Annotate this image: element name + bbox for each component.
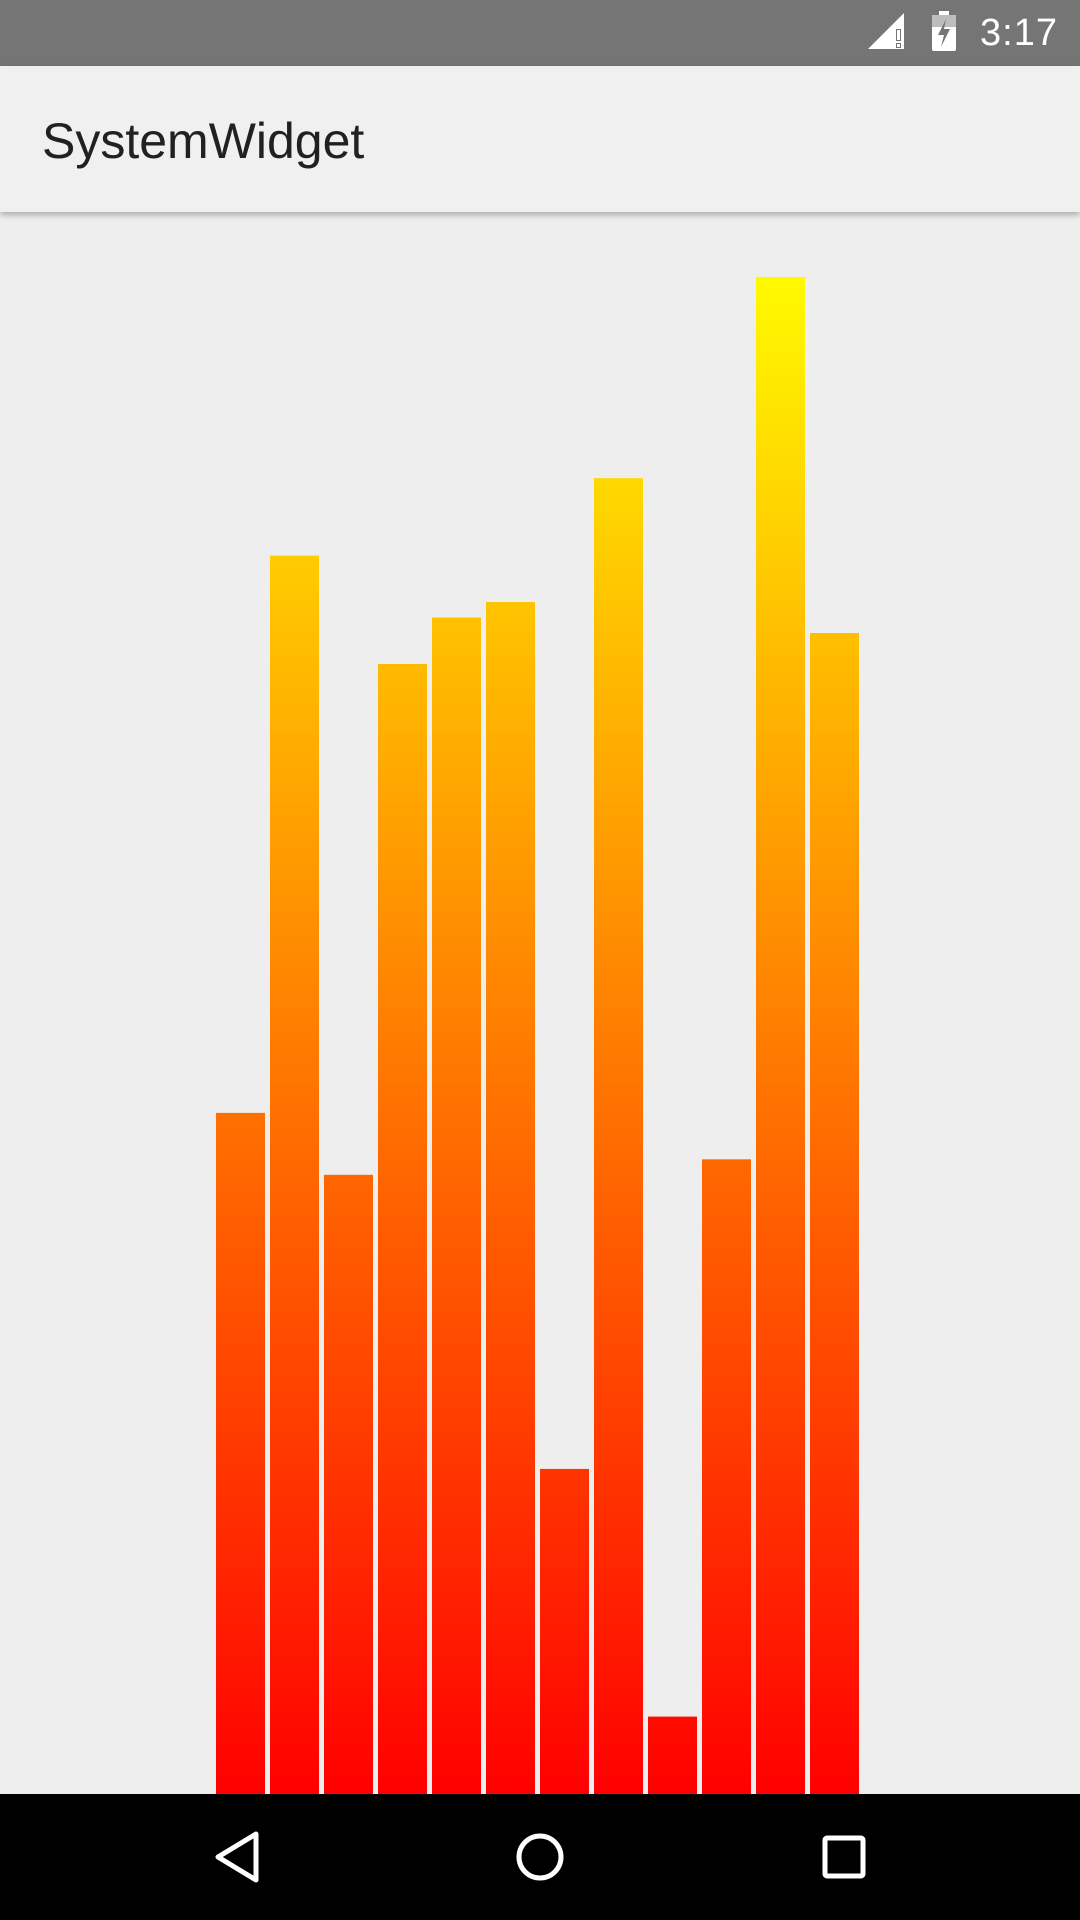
battery-charging-icon	[930, 10, 958, 56]
chart-bar-1	[216, 1112, 265, 1794]
chart-bar-2	[270, 555, 319, 1794]
app-title: SystemWidget	[42, 113, 365, 169]
chart-bar-8	[594, 478, 643, 1794]
app-bar: SystemWidget	[0, 66, 1080, 212]
chart-bar-5	[432, 617, 481, 1794]
chart-area	[0, 212, 1080, 1794]
home-button[interactable]	[480, 1794, 600, 1920]
signal-icon	[866, 11, 908, 56]
chart-bar-12	[810, 633, 859, 1794]
chart-bar-9	[648, 1716, 697, 1794]
home-icon	[516, 1833, 564, 1881]
back-icon	[215, 1831, 259, 1883]
chart-bar-4	[378, 663, 427, 1794]
recents-button[interactable]	[784, 1794, 904, 1920]
navigation-bar	[0, 1794, 1080, 1920]
status-icons: 3:17	[866, 0, 1058, 66]
chart-bar-6	[486, 602, 535, 1794]
chart-bar-3	[324, 1174, 373, 1794]
status-time: 3:17	[980, 11, 1058, 54]
recents-icon	[822, 1835, 866, 1879]
chart-bar-10	[702, 1159, 751, 1794]
bar-chart	[216, 276, 859, 1794]
status-bar: 3:17	[0, 0, 1080, 66]
chart-bar-7	[540, 1468, 589, 1794]
back-button[interactable]	[177, 1794, 297, 1920]
chart-bar-11	[756, 276, 805, 1794]
